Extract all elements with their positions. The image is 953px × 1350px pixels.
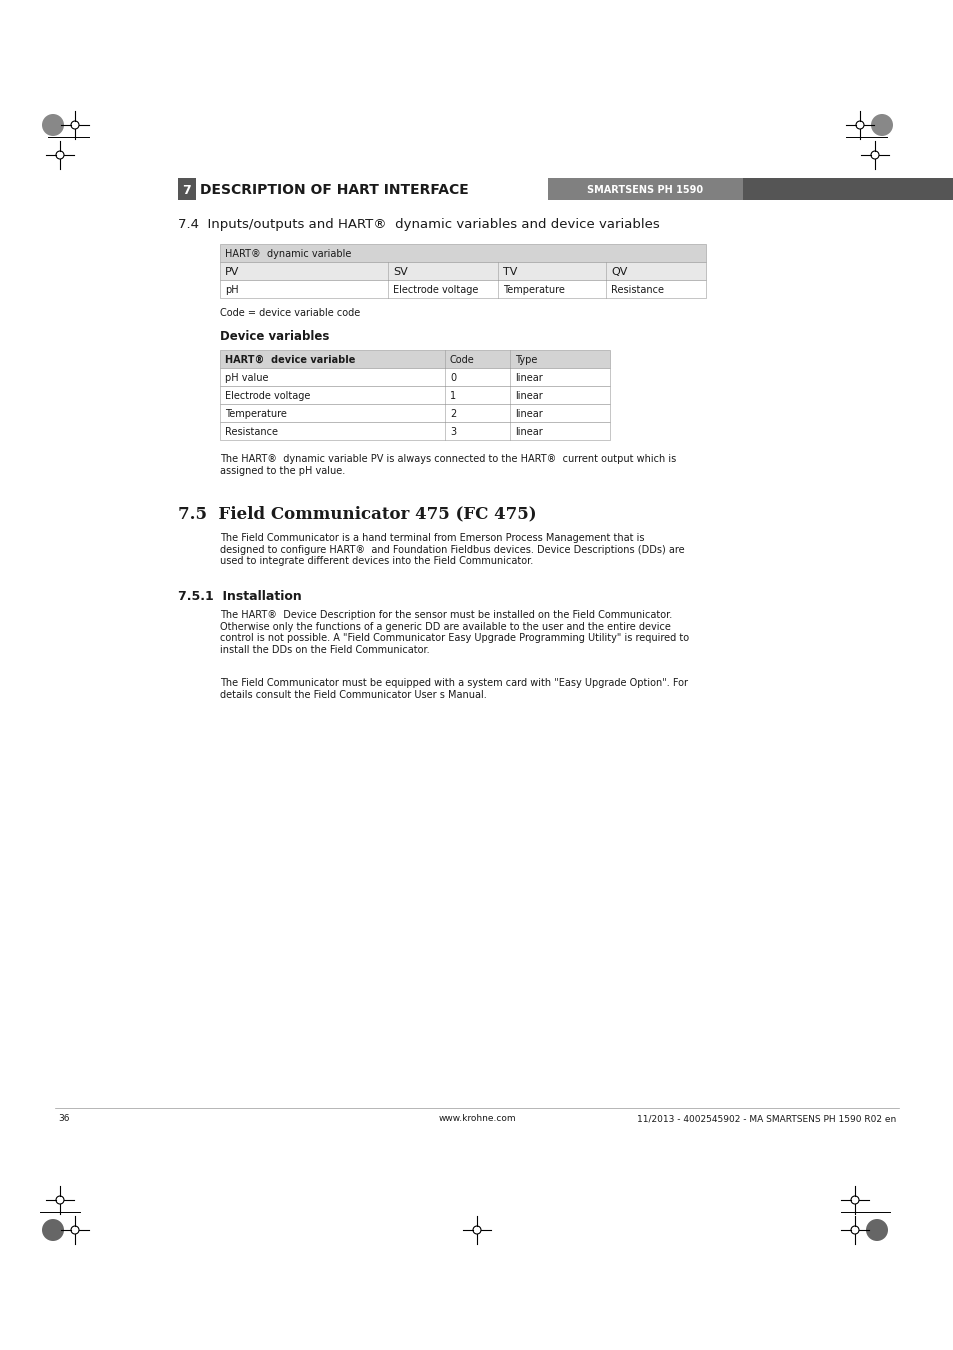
- Text: TV: TV: [502, 267, 517, 277]
- Text: pH value: pH value: [225, 373, 268, 383]
- Text: linear: linear: [515, 427, 542, 437]
- Bar: [178, 178, 195, 200]
- Bar: [742, 178, 953, 200]
- Text: The HART®  dynamic variable PV is always connected to the HART®  current output : The HART® dynamic variable PV is always …: [220, 454, 676, 475]
- Text: pH: pH: [225, 285, 238, 296]
- Circle shape: [42, 1219, 64, 1241]
- Bar: [220, 386, 609, 404]
- Text: 3: 3: [450, 427, 456, 437]
- Text: DESCRIPTION OF HART INTERFACE: DESCRIPTION OF HART INTERFACE: [200, 184, 468, 197]
- Text: 1: 1: [450, 392, 456, 401]
- Text: Electrode voltage: Electrode voltage: [393, 285, 477, 296]
- Text: QV: QV: [610, 267, 627, 277]
- Text: Resistance: Resistance: [225, 427, 277, 437]
- Bar: [220, 244, 705, 262]
- Text: Temperature: Temperature: [225, 409, 287, 418]
- Text: SMARTSENS PH 1590: SMARTSENS PH 1590: [587, 185, 702, 194]
- Text: HART®  dynamic variable: HART® dynamic variable: [225, 248, 351, 259]
- Text: Type: Type: [515, 355, 537, 364]
- Text: Resistance: Resistance: [610, 285, 663, 296]
- Circle shape: [865, 1219, 887, 1241]
- Text: linear: linear: [515, 373, 542, 383]
- Text: 7.5  Field Communicator 475 (FC 475): 7.5 Field Communicator 475 (FC 475): [178, 505, 536, 522]
- Text: The Field Communicator is a hand terminal from Emerson Process Management that i: The Field Communicator is a hand termina…: [220, 533, 684, 566]
- Text: 2: 2: [450, 409, 456, 418]
- Text: SV: SV: [393, 267, 407, 277]
- Bar: [220, 262, 705, 279]
- Text: 7.5.1  Installation: 7.5.1 Installation: [178, 590, 301, 603]
- Text: PV: PV: [225, 267, 239, 277]
- Text: Electrode voltage: Electrode voltage: [225, 392, 310, 401]
- Text: The HART®  Device Description for the sensor must be installed on the Field Comm: The HART® Device Description for the sen…: [220, 610, 688, 655]
- Text: linear: linear: [515, 392, 542, 401]
- Text: 36: 36: [58, 1114, 70, 1123]
- Circle shape: [870, 113, 892, 136]
- Bar: [220, 404, 609, 423]
- Circle shape: [42, 113, 64, 136]
- Text: linear: linear: [515, 409, 542, 418]
- Text: Temperature: Temperature: [502, 285, 564, 296]
- Bar: [220, 423, 609, 440]
- Bar: [547, 178, 742, 200]
- Text: 7.4  Inputs/outputs and HART®  dynamic variables and device variables: 7.4 Inputs/outputs and HART® dynamic var…: [178, 217, 659, 231]
- Text: 11/2013 - 4002545902 - MA SMARTSENS PH 1590 R02 en: 11/2013 - 4002545902 - MA SMARTSENS PH 1…: [636, 1114, 895, 1123]
- Text: Code = device variable code: Code = device variable code: [220, 308, 360, 319]
- Bar: [220, 369, 609, 386]
- Bar: [220, 279, 705, 298]
- Text: Code: Code: [450, 355, 475, 364]
- Text: 0: 0: [450, 373, 456, 383]
- Bar: [220, 350, 609, 369]
- Text: 7: 7: [182, 184, 192, 197]
- Text: www.krohne.com: www.krohne.com: [437, 1114, 516, 1123]
- Text: Device variables: Device variables: [220, 329, 329, 343]
- Text: The Field Communicator must be equipped with a system card with "Easy Upgrade Op: The Field Communicator must be equipped …: [220, 678, 687, 699]
- Text: HART®  device variable: HART® device variable: [225, 355, 355, 364]
